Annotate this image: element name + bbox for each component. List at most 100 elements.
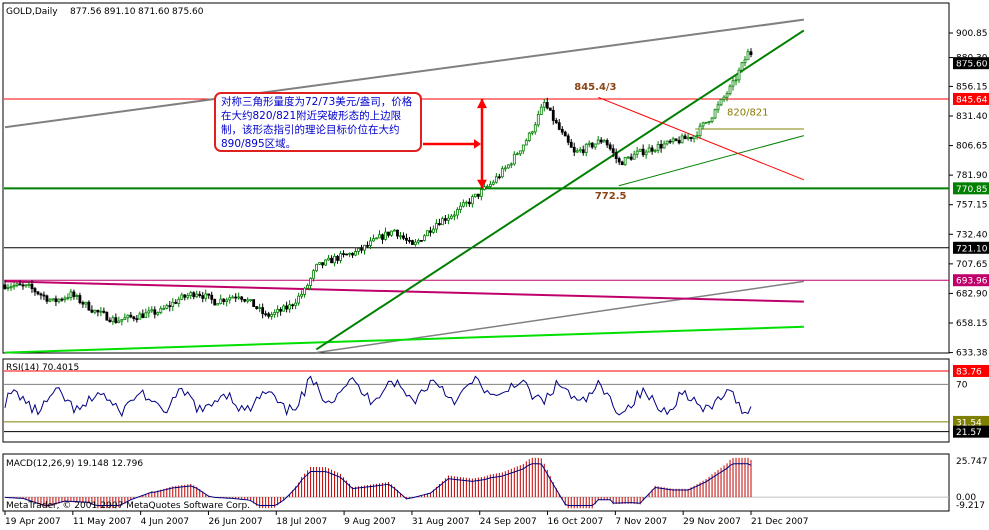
candle-body — [470, 196, 474, 205]
candle-body — [174, 301, 178, 304]
candle-body — [249, 299, 253, 301]
candle-body — [357, 248, 360, 252]
candle-body — [551, 109, 555, 121]
candle-body — [306, 285, 309, 289]
candle-body — [111, 317, 115, 323]
candle-body — [683, 135, 687, 140]
candle-body — [458, 205, 462, 210]
rsi-line — [4, 375, 752, 418]
candle-body — [396, 229, 399, 237]
candle-body — [497, 176, 501, 179]
footer-copyright: MetaTrader, © 2001-2007 MetaQuotes Softw… — [6, 501, 250, 511]
candle-body — [237, 296, 241, 299]
macd-panel[interactable] — [2, 453, 950, 512]
candle-body — [117, 320, 121, 324]
time-tick-label: 16 Oct 2007 — [548, 517, 604, 527]
candle-body — [321, 262, 324, 266]
candle-body — [351, 252, 354, 256]
candle-body — [114, 317, 118, 324]
candle-body — [318, 262, 321, 265]
candle-body — [63, 297, 67, 301]
candle-body — [18, 283, 22, 286]
time-tick-label: 9 Aug 2007 — [344, 517, 396, 527]
candle-body — [150, 309, 154, 312]
candle-body — [282, 305, 286, 312]
candle-body — [665, 140, 669, 145]
candle-body — [177, 298, 181, 304]
candle-body — [102, 310, 106, 313]
candle-body — [503, 167, 507, 170]
candle-body — [620, 161, 624, 166]
note-box: 对称三角形量度为72/73美元/盎司，价格在大约820/821附近突破形态的上边… — [214, 92, 422, 152]
candle-body — [444, 218, 447, 221]
candle-body — [737, 69, 741, 81]
candle-body — [54, 298, 58, 302]
price-panel[interactable] — [2, 2, 950, 354]
candle-body — [713, 109, 717, 119]
candle-body — [554, 120, 558, 124]
macd-title: MACD(12,26,9) 19.148 12.796 — [6, 459, 143, 469]
candle-body — [360, 248, 363, 251]
candle-body — [530, 131, 534, 134]
candle-body — [285, 305, 289, 310]
candle-body — [608, 144, 612, 150]
candle-body — [39, 293, 43, 296]
candle-body — [710, 117, 714, 122]
price-label-bg — [953, 182, 989, 195]
candle-body — [84, 301, 88, 305]
price-tick-label: 831.40 — [956, 112, 988, 122]
candle-body — [521, 144, 525, 152]
candle-body — [99, 310, 103, 313]
candle-body — [27, 283, 31, 286]
candle-body — [593, 143, 597, 148]
candle-body — [120, 319, 124, 322]
candle-body — [677, 140, 681, 144]
candle-body — [126, 314, 130, 319]
candle-body — [384, 231, 387, 240]
time-tick-label: 26 Jun 2007 — [208, 517, 262, 527]
candle-body — [716, 104, 720, 111]
candle-body — [390, 230, 393, 236]
rsi-panel[interactable] — [2, 358, 950, 443]
candle-body — [722, 96, 726, 100]
macd-signal-line — [4, 463, 752, 507]
candle-body — [707, 121, 711, 123]
macd-min-label: -9.217 — [956, 501, 985, 511]
candle-body — [420, 240, 423, 242]
candle-body — [333, 256, 336, 264]
candle-body — [198, 293, 202, 297]
candle-body — [527, 132, 531, 141]
candle-body — [698, 125, 702, 137]
candle-body — [72, 291, 76, 297]
time-tick-label: 11 May 2007 — [73, 517, 132, 527]
candle-body — [75, 295, 79, 297]
candle-body — [611, 148, 615, 154]
rsi-tick-label: 70 — [956, 380, 968, 390]
candle-body — [378, 234, 381, 239]
candle-body — [650, 147, 654, 152]
candle-body — [423, 235, 426, 241]
ohlc-low: 871.60 — [138, 7, 170, 17]
candle-body — [488, 183, 492, 187]
price-tick-label: 707.65 — [956, 260, 988, 270]
candle-body — [369, 240, 372, 246]
price-label: 875.60 — [956, 60, 988, 70]
candle-body — [506, 164, 510, 169]
candle-body — [473, 193, 477, 198]
candle-body — [300, 294, 304, 297]
candle-body — [560, 128, 564, 133]
candle-body — [258, 307, 262, 309]
candle-body — [108, 319, 112, 323]
candle-body — [581, 149, 585, 154]
candle-body — [399, 235, 402, 238]
price-tick-label: 757.15 — [956, 201, 988, 211]
annotation-low: 772.5 — [595, 191, 627, 202]
candle-body — [51, 298, 55, 301]
candle-body — [201, 295, 205, 299]
candle-body — [33, 288, 37, 293]
candle-body — [512, 153, 516, 165]
measure-arrow-top — [477, 98, 487, 109]
candle-body — [746, 51, 750, 61]
candle-body — [485, 186, 489, 188]
